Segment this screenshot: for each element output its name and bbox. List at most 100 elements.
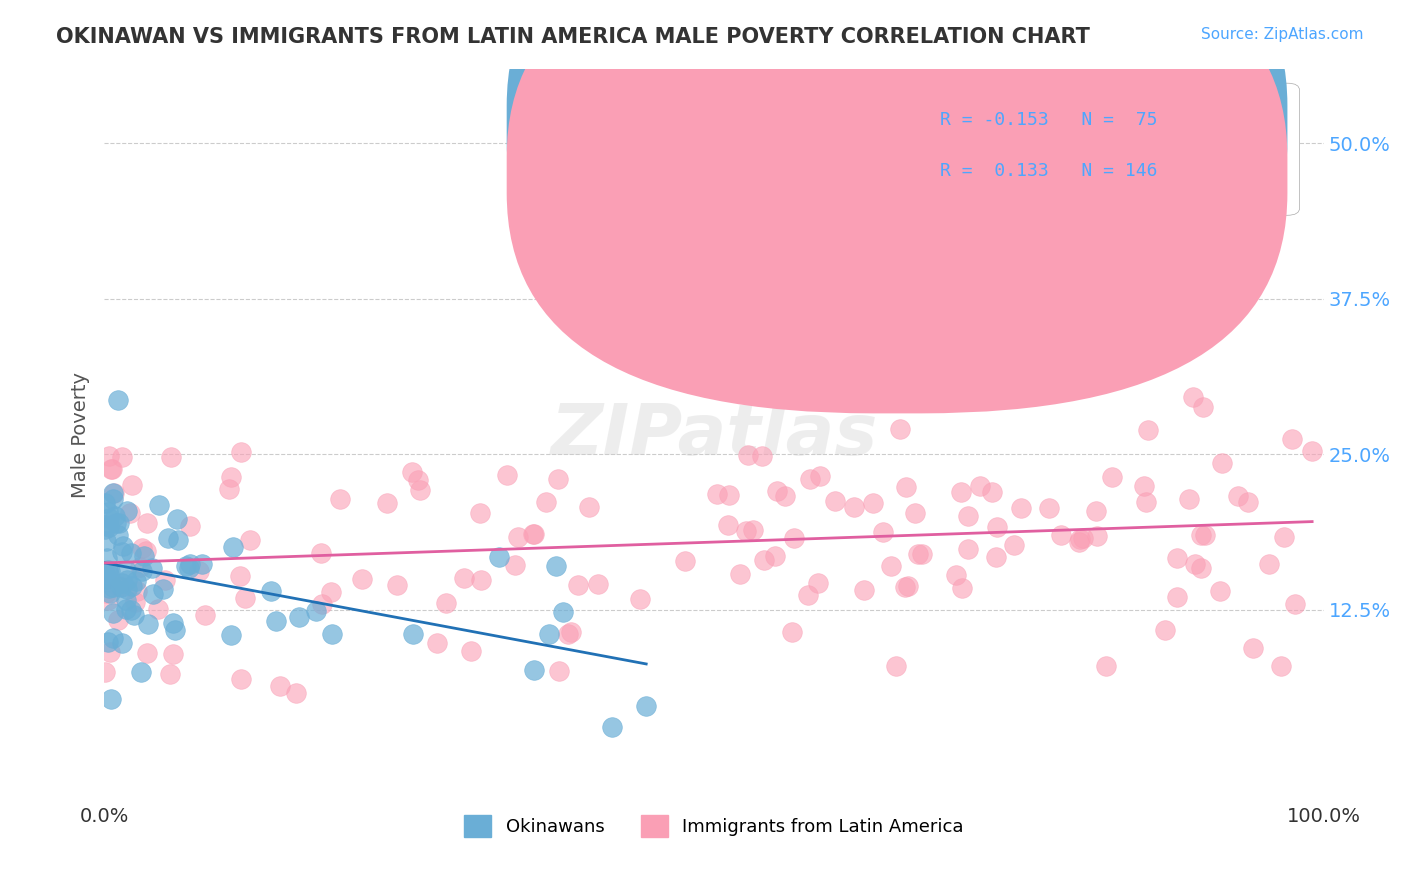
Point <box>288 610 311 624</box>
Point <box>468 506 491 520</box>
Point <box>986 519 1008 533</box>
Point <box>166 533 188 547</box>
Point <box>385 578 408 592</box>
Point <box>305 604 328 618</box>
Point <box>797 588 820 602</box>
Point <box>911 547 934 561</box>
Point <box>799 472 821 486</box>
Point <box>894 580 917 594</box>
Point <box>120 506 142 520</box>
Point <box>187 564 209 578</box>
Point <box>628 592 651 607</box>
Point <box>112 540 135 554</box>
Point <box>728 567 751 582</box>
Point <box>1010 501 1032 516</box>
Point <box>115 582 138 597</box>
Point <box>97 563 120 577</box>
Point <box>981 484 1004 499</box>
Point <box>904 506 927 520</box>
Point <box>807 575 830 590</box>
Point <box>588 577 610 591</box>
Point <box>1137 423 1160 437</box>
Point <box>153 573 176 587</box>
Point <box>135 544 157 558</box>
Point <box>142 587 165 601</box>
Point <box>222 540 245 554</box>
Point <box>108 516 131 531</box>
Point <box>191 557 214 571</box>
Point <box>488 549 510 564</box>
Text: ZIPatlas: ZIPatlas <box>550 401 877 470</box>
Point <box>115 573 138 587</box>
Point <box>1209 583 1232 598</box>
Point <box>115 601 138 615</box>
Point <box>520 223 543 237</box>
Point <box>269 679 291 693</box>
Point <box>134 549 156 564</box>
Point <box>229 672 252 686</box>
Point <box>219 469 242 483</box>
Point <box>1189 528 1212 542</box>
Point <box>522 526 544 541</box>
Point <box>548 664 571 678</box>
Point <box>100 462 122 476</box>
Point <box>741 523 763 537</box>
Point <box>93 517 115 532</box>
Point <box>100 692 122 706</box>
Point <box>523 527 546 541</box>
Point <box>547 472 569 486</box>
Point <box>553 606 575 620</box>
Point <box>557 627 579 641</box>
Point <box>115 504 138 518</box>
Point <box>897 579 920 593</box>
Point <box>523 663 546 677</box>
Point <box>194 607 217 622</box>
Point <box>1184 558 1206 572</box>
Point <box>1002 538 1025 552</box>
Point <box>264 614 287 628</box>
Point <box>260 584 283 599</box>
Point <box>506 530 529 544</box>
Point <box>321 626 343 640</box>
Point <box>875 395 897 409</box>
Point <box>97 581 120 595</box>
Point <box>1069 532 1091 546</box>
Point <box>141 561 163 575</box>
Point <box>96 550 118 565</box>
Point <box>101 631 124 645</box>
Point <box>136 617 159 632</box>
Point <box>122 608 145 623</box>
Point <box>1191 401 1213 415</box>
Point <box>97 592 120 607</box>
Point <box>148 498 170 512</box>
Point <box>884 659 907 673</box>
Point <box>872 525 894 540</box>
FancyBboxPatch shape <box>506 0 1288 413</box>
Point <box>907 547 929 561</box>
Point <box>329 491 352 506</box>
Y-axis label: Male Poverty: Male Poverty <box>72 372 90 499</box>
Point <box>120 546 142 560</box>
Point <box>1227 489 1250 503</box>
Point <box>111 636 134 650</box>
Point <box>1258 558 1281 572</box>
Point <box>98 586 121 600</box>
Point <box>101 486 124 500</box>
Point <box>889 422 911 436</box>
Point <box>773 489 796 503</box>
Point <box>98 511 121 525</box>
Point <box>950 582 973 596</box>
Point <box>375 496 398 510</box>
Point <box>737 448 759 462</box>
Point <box>986 550 1008 565</box>
Point <box>104 508 127 523</box>
Point <box>309 546 332 560</box>
Point <box>949 484 972 499</box>
Point <box>434 596 457 610</box>
Point <box>107 527 129 541</box>
Point <box>406 473 429 487</box>
Point <box>894 479 917 493</box>
Point <box>162 648 184 662</box>
Point <box>136 516 159 530</box>
Point <box>239 533 262 548</box>
